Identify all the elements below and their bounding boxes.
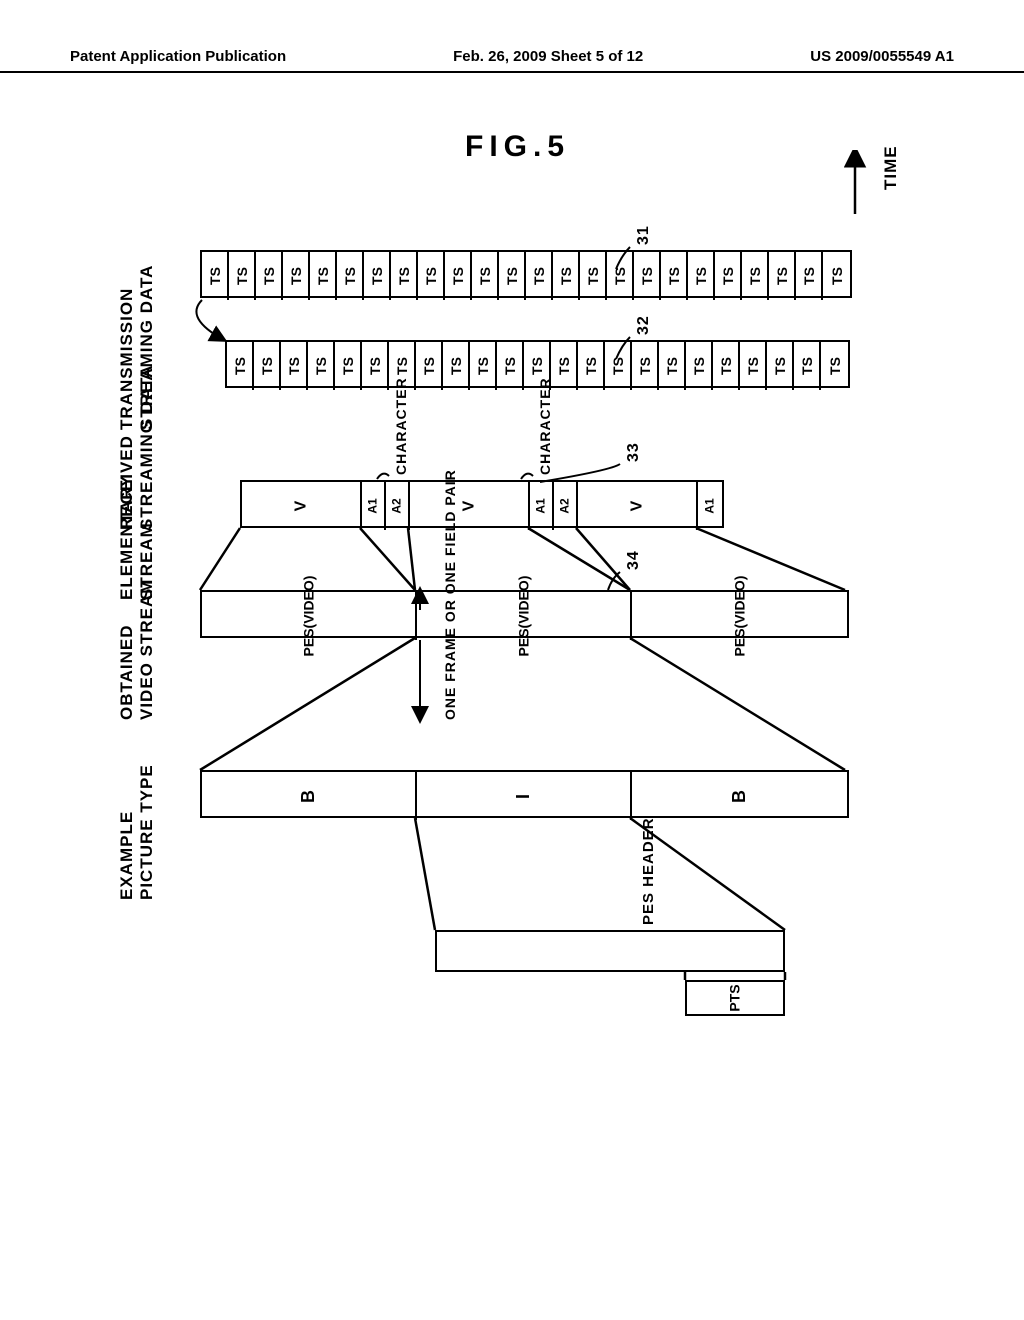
ts-cell: TS [769, 252, 796, 300]
ts-cell: TS [389, 342, 416, 390]
ts-cell: TS [497, 342, 524, 390]
ts-cell: TS [364, 252, 391, 300]
ts-cell: TS [686, 342, 713, 390]
es-cell: A1 [698, 482, 722, 530]
ts-cell: TS [472, 252, 499, 300]
header-right: US 2009/0055549 A1 [810, 48, 954, 65]
es-cell: A2 [386, 482, 410, 530]
ts-cell: TS [580, 252, 607, 300]
transmission-ts-row: TSTSTSTSTSTSTSTSTSTSTSTSTSTSTSTSTSTSTSTS… [200, 250, 852, 298]
ts-cell: TS [524, 342, 551, 390]
ts-cell: TS [283, 252, 310, 300]
character-label-2: CHARACTER [537, 377, 553, 475]
es-cell: A2 [554, 482, 578, 530]
es-cell: A1 [530, 482, 554, 530]
ts-cell: TS [308, 342, 335, 390]
ref-32: 32 [635, 315, 653, 335]
ts-cell: TS [526, 252, 553, 300]
ts-cell: TS [551, 342, 578, 390]
obtained-video-row: PES(VIDEO)PES(VIDEO)PES(VIDEO) [200, 590, 849, 638]
ts-cell: TS [796, 252, 823, 300]
obtained-label: OBTAINEDVIDEO STREAM [117, 579, 156, 720]
ts-cell: TS [202, 252, 229, 300]
ts-cell: TS [634, 252, 661, 300]
picture-type-cell: B [202, 772, 417, 820]
pts-label: PTS [727, 984, 743, 1011]
ts-cell: TS [310, 252, 337, 300]
pes-header-box [435, 930, 785, 972]
ts-cell: TS [767, 342, 794, 390]
ts-cell: TS [445, 252, 472, 300]
ts-cell: TS [715, 252, 742, 300]
ts-cell: TS [335, 342, 362, 390]
ts-cell: TS [499, 252, 526, 300]
ts-cell: TS [256, 252, 283, 300]
ts-cell: TS [607, 252, 634, 300]
es-cell: V [410, 482, 530, 530]
ref-31: 31 [635, 225, 653, 245]
ts-cell: TS [688, 252, 715, 300]
ts-cell: TS [632, 342, 659, 390]
pes-header-label: PES HEADER [640, 817, 657, 925]
ts-cell: TS [229, 252, 256, 300]
ts-cell: TS [418, 252, 445, 300]
ts-cell: TS [391, 252, 418, 300]
pes-cell: PES(VIDEO) [202, 592, 417, 640]
ts-cell: TS [578, 342, 605, 390]
pes-cell: PES(VIDEO) [417, 592, 632, 640]
ts-cell: TS [227, 342, 254, 390]
ref-34: 34 [625, 550, 643, 570]
time-label: TIME [881, 145, 901, 190]
received-ts-row: TSTSTSTSTSTSTSTSTSTSTSTSTSTSTSTSTSTSTSTS… [225, 340, 850, 388]
ts-cell: TS [553, 252, 580, 300]
pts-box: PTS [685, 980, 785, 1016]
picture-type-row: BIB [200, 770, 849, 818]
connector-lines [85, 150, 935, 1200]
picture-type-cell: I [417, 772, 632, 820]
figure-diagram: FIG.5 TIME TRANSMISSIONSTREAMING DATA RE… [85, 150, 935, 1200]
header-center: Feb. 26, 2009 Sheet 5 of 12 [453, 48, 643, 65]
elementary-stream-row: VA1A2VA1A2VA1 [240, 480, 724, 528]
ts-cell: TS [740, 342, 767, 390]
patent-header: Patent Application Publication Feb. 26, … [0, 48, 1024, 73]
character-label-1: CHARACTER [393, 377, 409, 475]
ts-cell: TS [416, 342, 443, 390]
ts-cell: TS [659, 342, 686, 390]
picture-type-cell: B [632, 772, 847, 820]
ts-cell: TS [821, 342, 848, 390]
ts-cell: TS [661, 252, 688, 300]
ts-cell: TS [281, 342, 308, 390]
ts-cell: TS [823, 252, 850, 300]
ts-cell: TS [470, 342, 497, 390]
example-label: EXAMPLEPICTURE TYPE [117, 764, 156, 900]
figure-title: FIG.5 [465, 130, 570, 164]
ts-cell: TS [794, 342, 821, 390]
pes-cell: PES(VIDEO) [632, 592, 847, 640]
ts-cell: TS [254, 342, 281, 390]
es-cell: V [578, 482, 698, 530]
es-cell: A1 [362, 482, 386, 530]
ref-33: 33 [625, 442, 643, 462]
ts-cell: TS [337, 252, 364, 300]
ts-cell: TS [742, 252, 769, 300]
ts-cell: TS [362, 342, 389, 390]
ts-cell: TS [713, 342, 740, 390]
header-left: Patent Application Publication [70, 48, 286, 65]
es-cell: V [242, 482, 362, 530]
ts-cell: TS [605, 342, 632, 390]
ts-cell: TS [443, 342, 470, 390]
